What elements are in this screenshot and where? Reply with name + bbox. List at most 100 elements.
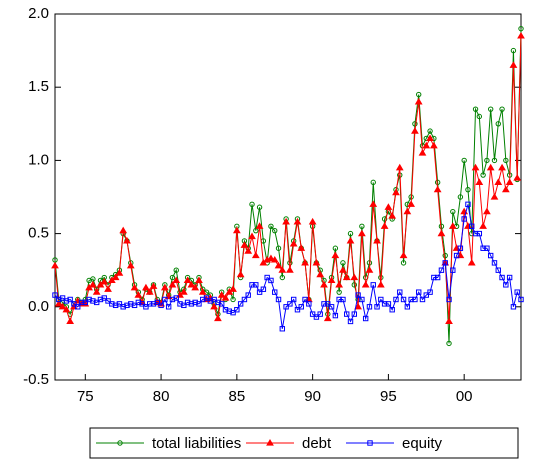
- marker: [461, 216, 467, 222]
- marker: [340, 260, 346, 266]
- marker: [434, 274, 441, 281]
- marker: [93, 299, 100, 306]
- marker: [111, 273, 120, 281]
- x-tick-label: 00: [456, 388, 473, 405]
- marker: [327, 276, 336, 284]
- marker: [283, 304, 289, 310]
- marker: [119, 226, 128, 234]
- marker: [442, 260, 448, 266]
- marker: [321, 301, 327, 307]
- marker: [388, 212, 397, 219]
- marker: [475, 178, 484, 185]
- marker: [510, 47, 517, 54]
- marker: [147, 301, 153, 307]
- marker: [168, 280, 177, 288]
- marker: [362, 315, 369, 322]
- marker: [126, 261, 135, 269]
- marker: [332, 245, 339, 251]
- marker: [336, 296, 342, 303]
- marker: [232, 226, 241, 234]
- marker: [457, 194, 464, 200]
- marker: [487, 106, 494, 112]
- marker: [267, 254, 275, 262]
- marker: [361, 280, 370, 288]
- marker: [503, 282, 509, 288]
- marker: [336, 289, 342, 295]
- marker: [286, 266, 294, 273]
- marker: [340, 296, 346, 303]
- marker: [294, 307, 301, 313]
- marker: [181, 302, 187, 309]
- marker: [290, 296, 297, 303]
- marker: [518, 25, 524, 32]
- marker: [347, 318, 354, 325]
- marker: [244, 247, 253, 254]
- marker: [59, 295, 66, 301]
- marker: [268, 277, 274, 284]
- marker: [503, 157, 509, 164]
- marker: [75, 304, 81, 310]
- marker: [253, 282, 259, 288]
- marker: [105, 298, 111, 304]
- marker: [510, 304, 517, 310]
- marker: [120, 304, 126, 310]
- marker: [207, 298, 214, 304]
- marker: [450, 208, 456, 215]
- marker: [494, 178, 503, 185]
- marker: [378, 296, 384, 303]
- marker: [431, 274, 437, 281]
- marker: [385, 301, 392, 307]
- marker: [395, 163, 404, 171]
- marker: [249, 201, 255, 208]
- marker: [172, 276, 181, 284]
- marker: [184, 299, 191, 306]
- legend-box: [89, 427, 519, 459]
- marker: [116, 301, 123, 307]
- marker: [255, 222, 264, 229]
- marker: [78, 299, 85, 306]
- marker: [203, 295, 210, 301]
- marker: [135, 299, 142, 306]
- marker: [358, 229, 366, 237]
- marker: [309, 311, 316, 317]
- marker: [115, 269, 124, 276]
- marker: [404, 304, 411, 310]
- y-tick-label: 0.0: [28, 298, 49, 315]
- marker: [97, 296, 104, 303]
- marker: [54, 299, 63, 307]
- marker: [289, 239, 298, 247]
- marker: [499, 274, 505, 281]
- marker: [191, 283, 200, 291]
- marker: [62, 305, 71, 313]
- marker: [253, 227, 259, 234]
- marker: [317, 311, 323, 317]
- marker: [328, 304, 335, 310]
- marker: [381, 301, 388, 307]
- marker: [287, 301, 293, 307]
- plot-frame: [54, 13, 522, 381]
- marker: [67, 296, 73, 303]
- marker: [58, 302, 67, 310]
- marker: [495, 267, 501, 273]
- marker: [278, 266, 287, 273]
- marker: [297, 244, 306, 251]
- marker: [480, 172, 486, 178]
- marker: [513, 173, 522, 181]
- marker: [419, 296, 426, 303]
- marker: [123, 236, 131, 244]
- marker: [177, 301, 183, 307]
- marker: [446, 296, 452, 303]
- marker: [229, 285, 237, 292]
- marker: [442, 252, 448, 259]
- marker: [476, 230, 483, 237]
- marker: [498, 163, 506, 171]
- marker: [483, 207, 491, 215]
- marker: [134, 291, 143, 298]
- marker: [479, 222, 487, 229]
- x-tick-label: 95: [380, 388, 397, 405]
- marker: [306, 301, 312, 307]
- marker: [414, 97, 423, 105]
- marker: [128, 301, 134, 307]
- marker: [192, 299, 198, 306]
- marker: [237, 301, 244, 307]
